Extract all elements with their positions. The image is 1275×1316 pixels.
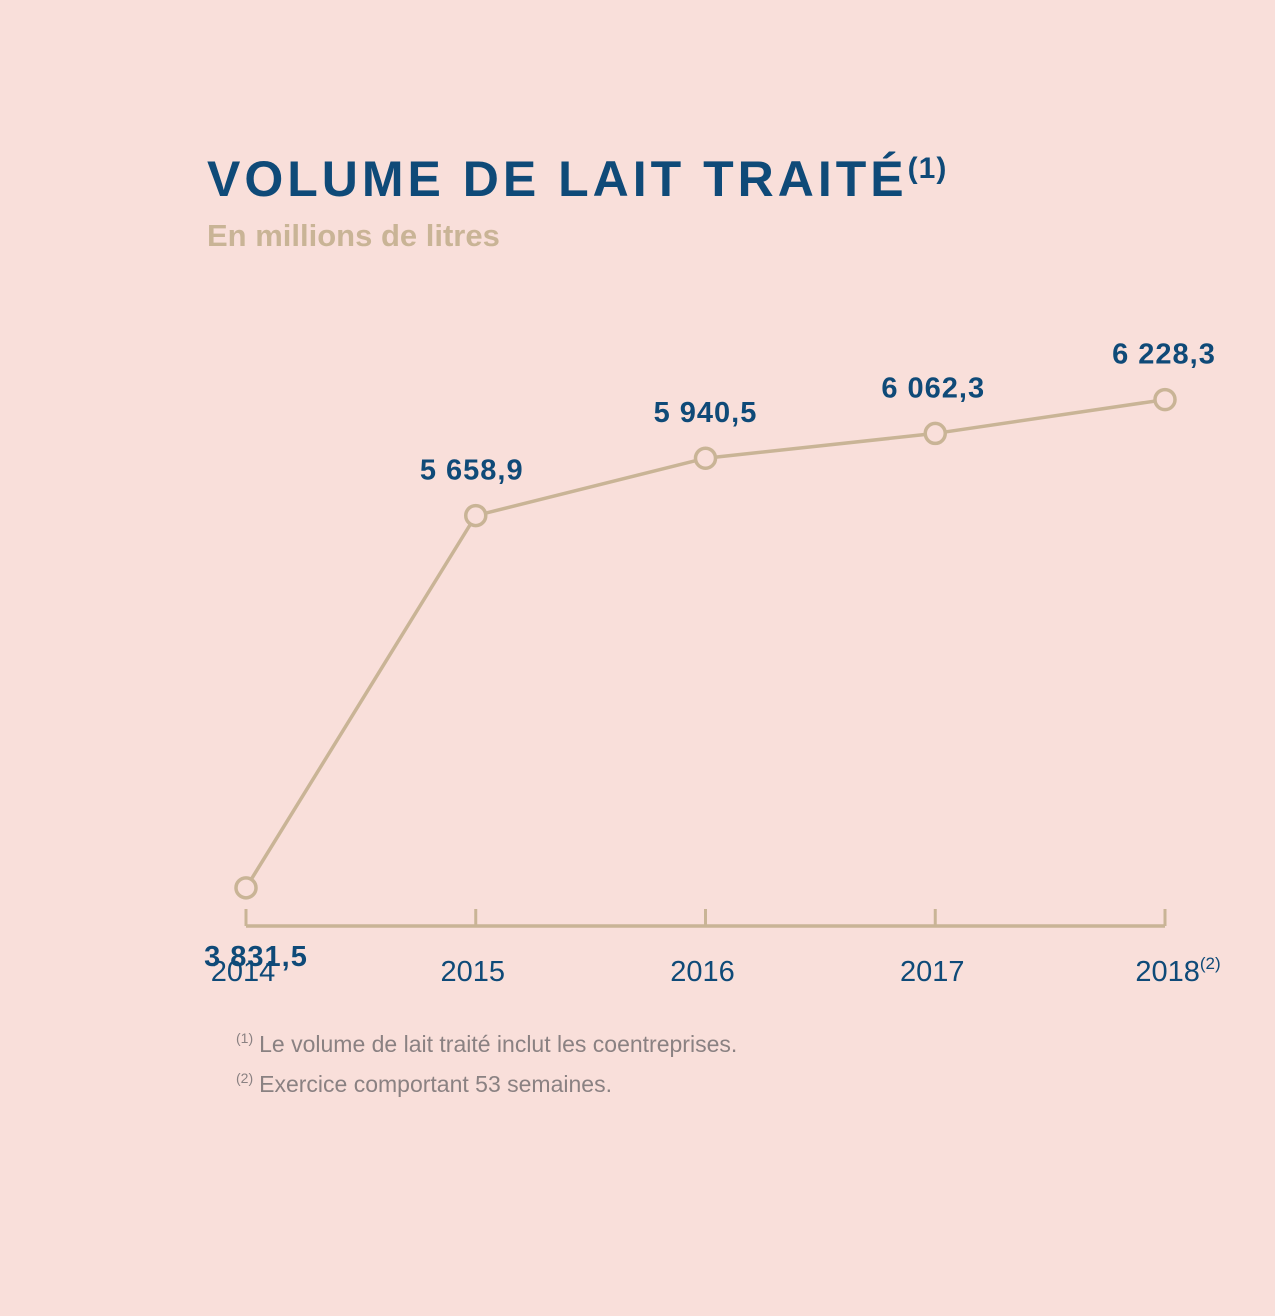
x-tick-label-year: 2018 xyxy=(1135,956,1200,988)
data-label-2018: 6 228,3 xyxy=(1112,339,1216,371)
data-label-2014: 3 831,5 xyxy=(204,941,308,973)
chart-labels-group: 3 831,5 5 658,9 5 940,5 6 062,3 6 228,3 xyxy=(204,339,1216,973)
x-tick-label-2014: 2014 xyxy=(211,956,276,988)
data-point-2017 xyxy=(923,421,947,446)
footnote-1: (1) Le volume de lait traité inclut les c… xyxy=(236,1030,737,1058)
data-point-2018 xyxy=(1153,387,1177,412)
chart-points-group xyxy=(234,387,1177,900)
line-chart: 2014 2015 2016 2017 2018(2) 3 831,5 5 658,9 5 … xyxy=(204,339,1221,988)
title-footnote-mark: (1) xyxy=(907,152,948,185)
x-tick-label-note: (2) xyxy=(1200,954,1221,973)
footnote-2: (2) Exercice comportant 53 semaines. xyxy=(236,1070,737,1098)
data-point-2016 xyxy=(693,446,718,470)
x-tick-label-year: 2016 xyxy=(670,956,735,988)
chart-title-text: VOLUME DE LAIT TRAITÉ xyxy=(207,151,908,207)
x-tick-label-year: 2014 xyxy=(211,956,276,988)
x-tick-label-2018: 2018(2) xyxy=(1135,954,1220,988)
footnotes: (1) Le volume de lait traité inclut les c… xyxy=(236,1030,737,1110)
data-label-2015: 5 658,9 xyxy=(420,455,524,487)
chart-line-group xyxy=(244,397,1166,889)
chart-title: VOLUME DE LAIT TRAITÉ(1) xyxy=(207,150,947,208)
chart-subtitle: En millions de litres xyxy=(207,218,500,253)
data-label-2017: 6 062,3 xyxy=(881,372,985,404)
x-tick-label-2015: 2015 xyxy=(440,956,505,988)
data-point-2014 xyxy=(234,876,258,900)
footnote-2-text: Exercice comportant 53 semaines. xyxy=(259,1071,612,1097)
series-line xyxy=(244,397,1166,889)
footnote-2-mark: (2) xyxy=(236,1070,254,1086)
x-tick-label-2016: 2016 xyxy=(670,956,735,988)
x-tick-label-year: 2017 xyxy=(900,956,965,988)
footnote-1-mark: (1) xyxy=(236,1030,254,1046)
data-point-2015 xyxy=(464,503,488,528)
footnote-1-text: Le volume de lait traité inclut les coen… xyxy=(259,1031,738,1057)
x-tick-label-2017: 2017 xyxy=(900,956,965,988)
data-label-2016: 5 940,5 xyxy=(654,397,758,429)
chart-axis-group: 2014 2015 2016 2017 2018(2) xyxy=(211,909,1221,988)
x-tick-label-year: 2015 xyxy=(440,956,505,988)
